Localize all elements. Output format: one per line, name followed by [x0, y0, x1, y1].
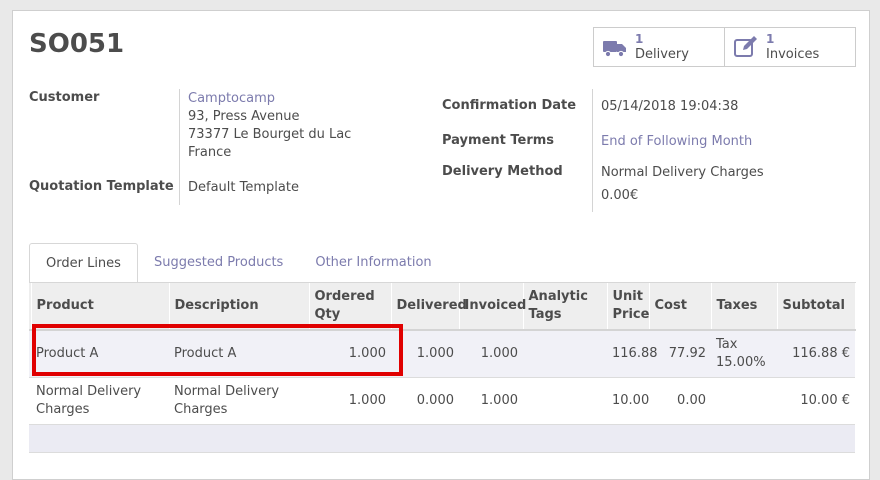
cell-description[interactable]: Product A	[169, 330, 309, 378]
tab-divider	[29, 282, 856, 283]
tab-order-lines[interactable]: Order Lines	[29, 243, 138, 283]
notebook-tabs: Order Lines Suggested Products Other Inf…	[29, 243, 448, 283]
column-header-unit-price[interactable]: Unit Price	[607, 283, 650, 331]
field-divider	[179, 89, 180, 205]
cell-analytic-tags[interactable]	[523, 377, 607, 425]
customer-address-line: 93, Press Avenue	[188, 109, 300, 124]
quotation-template-value[interactable]: Default Template	[188, 180, 299, 195]
field-divider	[592, 89, 593, 212]
customer-field: Camptocamp 93, Press Avenue 73377 Le Bou…	[188, 90, 351, 162]
column-header-taxes[interactable]: Taxes	[711, 283, 778, 331]
confirmation-date-value[interactable]: 05/14/2018 19:04:38	[601, 99, 739, 114]
cell-ordered-qty[interactable]: 1.000	[309, 377, 391, 425]
customer-name-link[interactable]: Camptocamp	[188, 91, 276, 106]
table-row[interactable]: Normal Delivery Charges Normal Delivery …	[29, 377, 855, 425]
table-row[interactable]: Product A Product A 1.000 1.000 1.000 11…	[29, 330, 855, 378]
cell-ordered-qty[interactable]: 1.000	[309, 330, 391, 378]
column-header-ordered-qty[interactable]: Ordered Qty	[309, 283, 392, 331]
row-handle	[29, 377, 31, 425]
cell-subtotal: 10.00 €	[777, 377, 855, 425]
payment-terms-link[interactable]: End of Following Month	[601, 134, 753, 149]
delivery-method-price: 0.00€	[601, 188, 639, 203]
cell-analytic-tags[interactable]	[523, 330, 607, 378]
tab-other-information[interactable]: Other Information	[315, 255, 432, 270]
cell-unit-price[interactable]: 10.00	[607, 377, 649, 425]
cell-taxes[interactable]	[711, 377, 777, 425]
sales-order-form: SO051 1 Delivery 1 Invoices	[12, 10, 870, 480]
delivery-count: 1	[635, 32, 644, 46]
column-header-subtotal[interactable]: Subtotal	[777, 283, 856, 331]
cell-cost[interactable]: 77.92	[649, 330, 711, 378]
cell-delivered[interactable]: 1.000	[391, 330, 459, 378]
cell-product[interactable]: Product A	[31, 330, 169, 378]
smart-button-box: 1 Delivery 1 Invoices	[593, 27, 856, 67]
cell-invoiced[interactable]: 1.000	[459, 377, 523, 425]
column-header-description[interactable]: Description	[169, 283, 310, 331]
empty-row-cell[interactable]	[31, 424, 855, 453]
pencil-square-icon	[734, 36, 757, 57]
column-header-cost[interactable]: Cost	[649, 283, 712, 331]
invoices-label: Invoices	[766, 47, 820, 62]
column-header-analytic-tags[interactable]: Analytic Tags	[523, 283, 608, 331]
page-title: SO051	[29, 29, 125, 59]
table-header-row: Product Description Ordered Qty Delivere…	[29, 283, 856, 331]
table-row-empty[interactable]	[29, 424, 855, 453]
delivery-method-value[interactable]: Normal Delivery Charges 0.00€	[601, 164, 764, 205]
customer-address-line: France	[188, 145, 232, 160]
tab-suggested-products[interactable]: Suggested Products	[153, 255, 284, 270]
customer-address-line: 73377 Le Bourget du Lac	[188, 127, 352, 142]
invoices-smart-button[interactable]: 1 Invoices	[724, 28, 855, 66]
confirmation-date-label: Confirmation Date	[442, 98, 577, 113]
cell-unit-price[interactable]: 116.88	[607, 330, 658, 378]
delivery-method-name: Normal Delivery Charges	[601, 165, 764, 180]
customer-label: Customer	[29, 90, 100, 105]
row-handle	[29, 330, 31, 378]
column-header-delivered[interactable]: Delivered	[391, 283, 467, 331]
cell-product[interactable]: Normal Delivery Charges	[31, 377, 169, 425]
row-handle	[29, 424, 31, 453]
cell-invoiced[interactable]: 1.000	[459, 330, 523, 378]
column-header-product[interactable]: Product	[31, 283, 170, 331]
delivery-smart-button[interactable]: 1 Delivery	[594, 28, 724, 66]
cell-taxes[interactable]: Tax 15.00%	[711, 330, 777, 378]
cell-cost[interactable]: 0.00	[649, 377, 711, 425]
cell-delivered[interactable]: 0.000	[391, 377, 459, 425]
delivery-method-label: Delivery Method	[442, 164, 563, 179]
quotation-template-label: Quotation Template	[29, 179, 174, 194]
order-lines-table: Product Description Ordered Qty Delivere…	[29, 283, 856, 453]
handle-header	[29, 283, 32, 331]
invoices-count: 1	[766, 32, 775, 46]
payment-terms-label: Payment Terms	[442, 133, 555, 148]
column-header-invoiced[interactable]: Invoiced	[459, 283, 526, 331]
cell-subtotal: 116.88 €	[777, 330, 855, 378]
delivery-label: Delivery	[635, 47, 689, 62]
cell-description[interactable]: Normal Delivery Charges	[169, 377, 309, 425]
truck-icon	[603, 41, 626, 58]
